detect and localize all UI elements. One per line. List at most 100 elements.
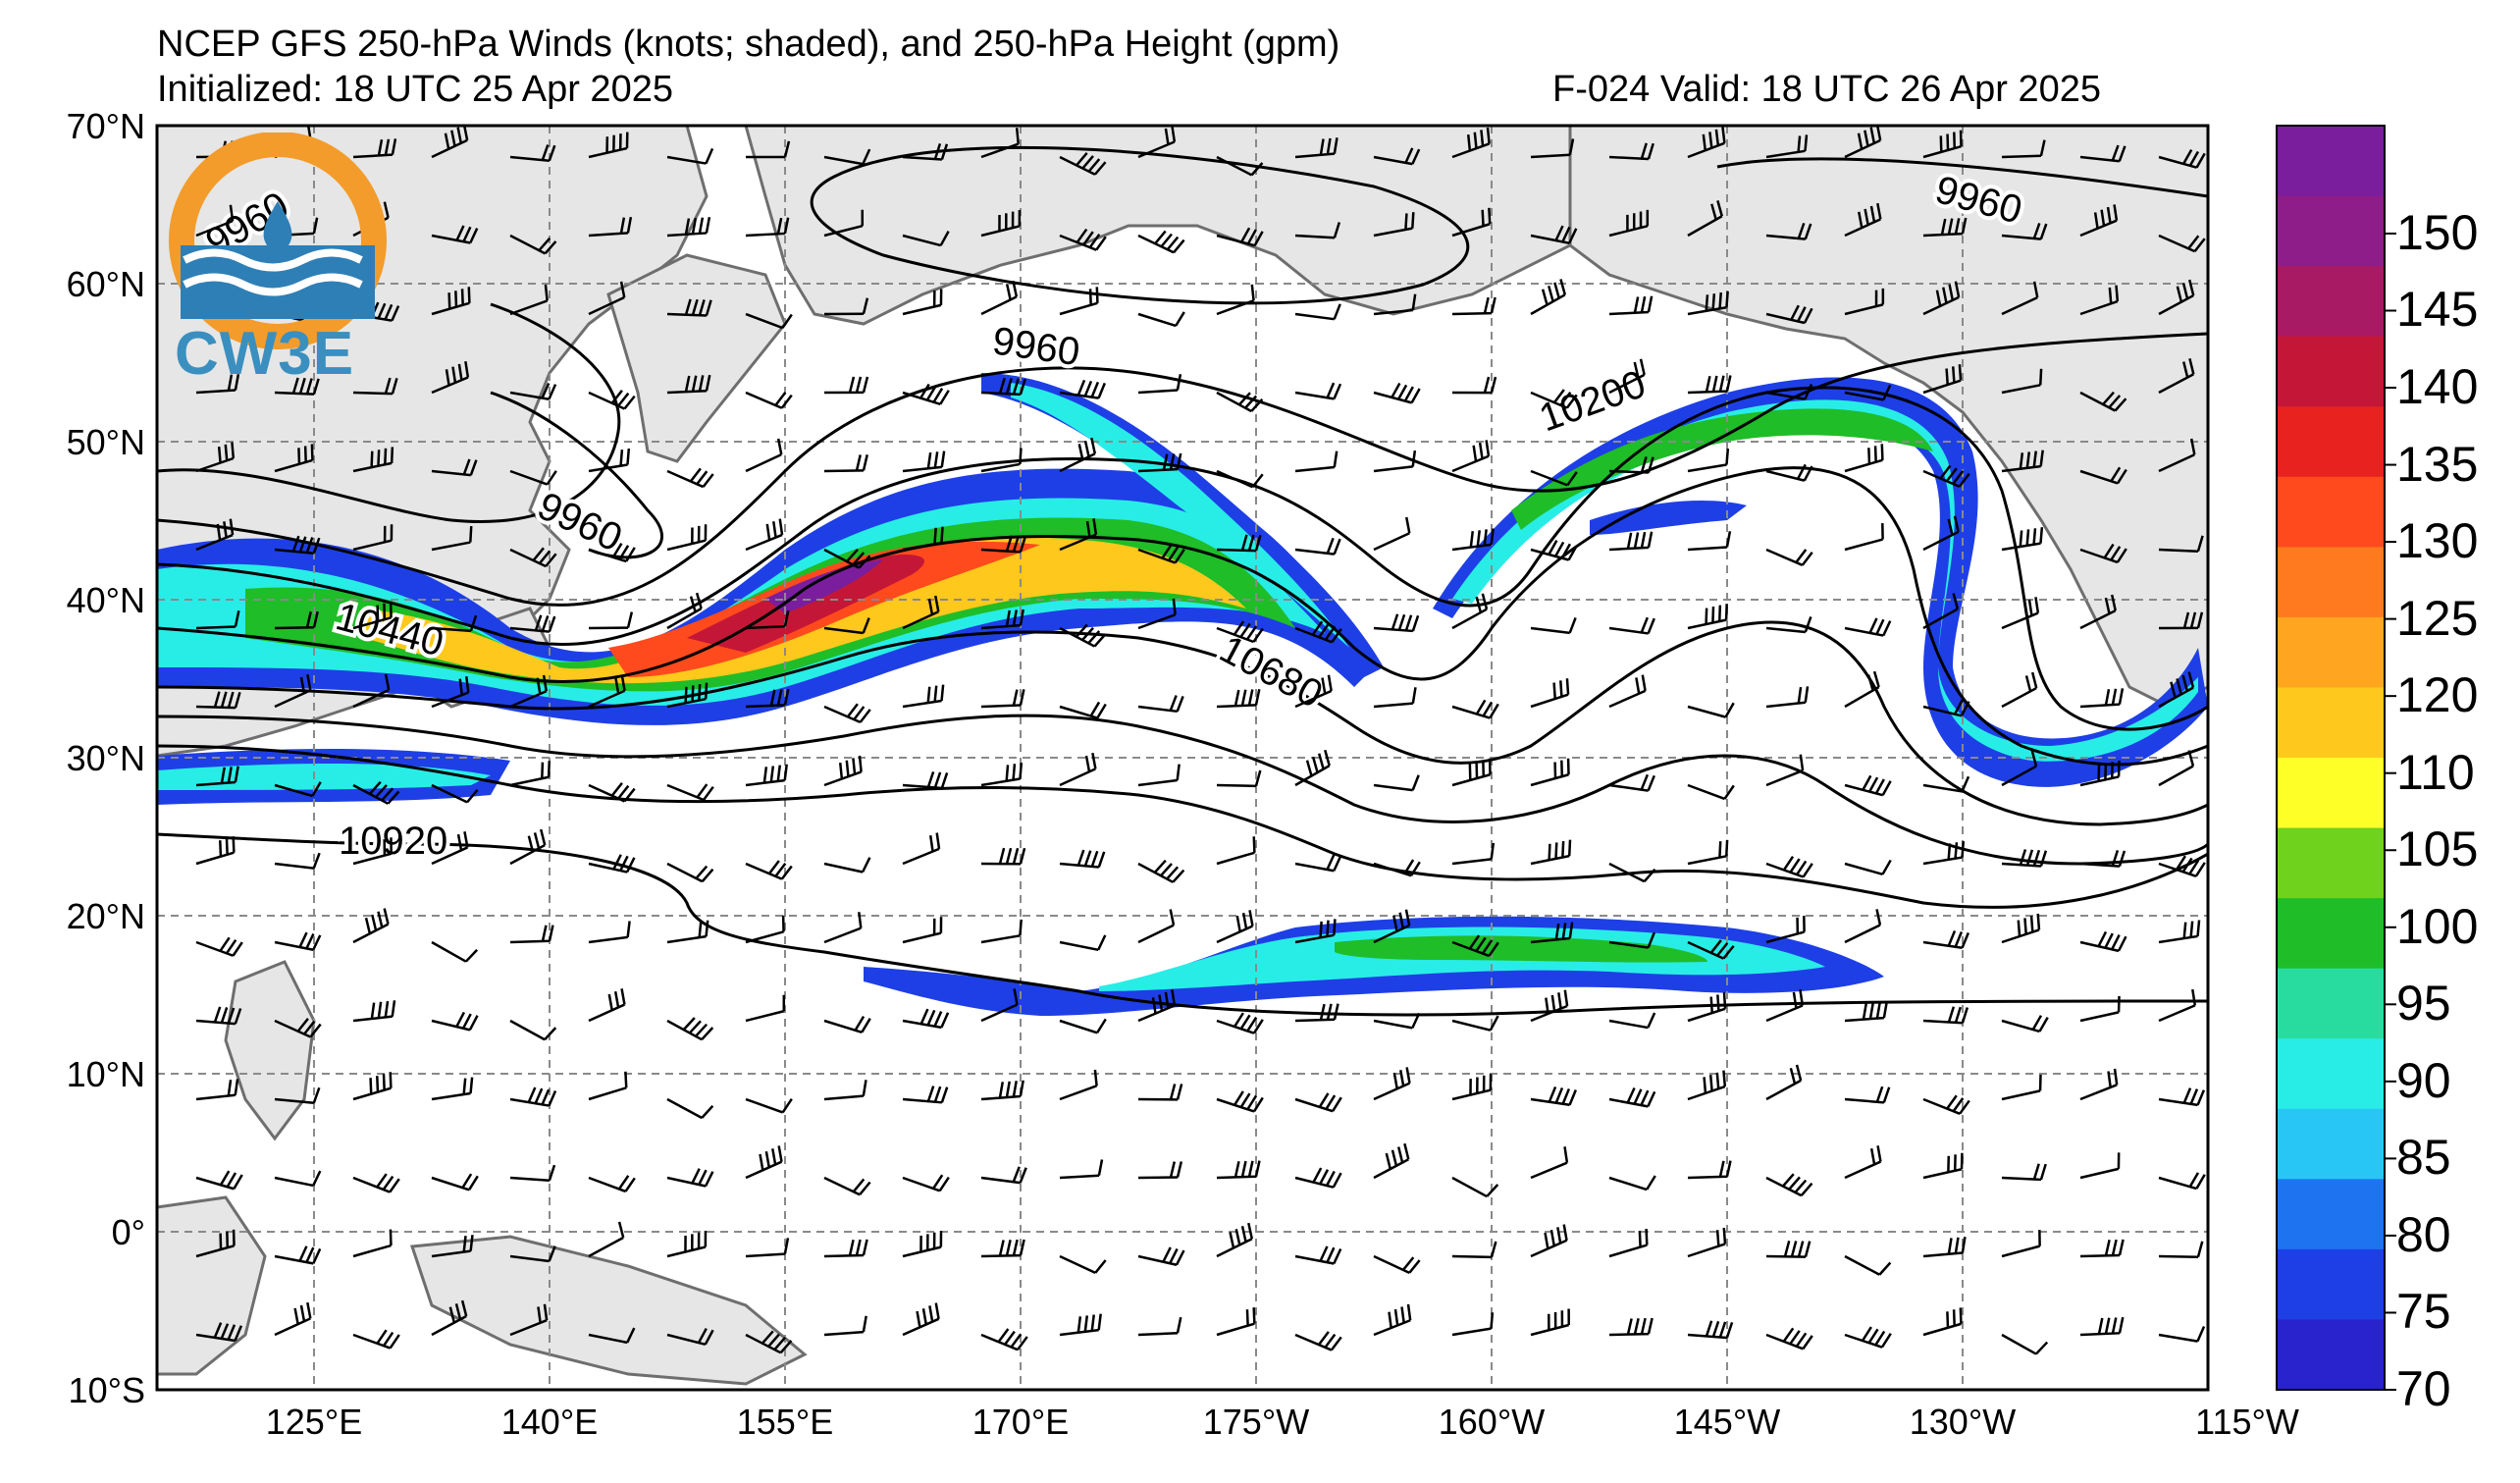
wind-barb (1530, 839, 1572, 866)
colorbar-swatch (2277, 616, 2385, 688)
wind-barb (823, 548, 871, 569)
wind-barb (902, 230, 950, 247)
wind-barb (902, 289, 943, 316)
wind-barb (745, 1330, 793, 1354)
wind-barb (2001, 223, 2048, 240)
wind-barb (1530, 225, 1578, 244)
wind-barb (1608, 862, 1656, 883)
wind-barb (745, 518, 784, 552)
wind-barb (1451, 699, 1499, 719)
wind-barb (1216, 910, 1254, 944)
wind-barb (1765, 548, 1813, 566)
wind-barb (2001, 139, 2046, 159)
wind-barb (980, 377, 1026, 397)
wind-barb (1687, 702, 1735, 718)
wind-barb (1373, 859, 1421, 877)
wind-barb (745, 1238, 790, 1258)
wind-barb (1922, 281, 1961, 316)
wind-barb (980, 128, 1020, 159)
wind-barb (431, 1299, 468, 1337)
colorbar-swatch (2277, 476, 2385, 548)
wind-barb (2158, 1326, 2206, 1343)
longitude-label: 145°W (1673, 1402, 1781, 1442)
wind-barb (1765, 134, 1809, 159)
colorbar-swatch (2277, 195, 2385, 267)
wind-barb (1765, 856, 1813, 878)
wind-barb (1451, 440, 1491, 473)
wind-barb (745, 688, 790, 709)
wind-barb (2079, 391, 2127, 412)
wind-barb (1608, 209, 1650, 238)
wind-barb (2001, 597, 2040, 630)
wind-barb (1059, 287, 1099, 316)
wind-barb (980, 762, 1024, 787)
wind-barb (2079, 760, 2121, 787)
wind-barb (2158, 234, 2206, 253)
wind-barb (666, 216, 711, 238)
wind-barb (1059, 1018, 1107, 1034)
wind-barb (745, 438, 783, 473)
wind-barb (1844, 909, 1882, 944)
wind-barb (1608, 1229, 1649, 1258)
wind-barb (980, 919, 1023, 944)
wind-barb (1137, 452, 1182, 473)
wind-barb (823, 1239, 868, 1258)
wind-barb (1530, 758, 1570, 787)
wind-barb (1137, 988, 1177, 1023)
wind-barb (1059, 379, 1106, 399)
wind-barb (2079, 543, 2127, 564)
jet-subtrop-west-cyan (157, 764, 491, 790)
wind-barb (980, 1080, 1024, 1101)
wind-barb (1137, 374, 1182, 395)
wind-barb (195, 1229, 236, 1258)
colorbar-label: 105 (2396, 821, 2479, 877)
wind-barb (666, 783, 714, 802)
wind-barb (1373, 516, 1411, 552)
wind-barb (1373, 212, 1415, 238)
wind-barb (745, 312, 793, 330)
wind-barb (1530, 1086, 1577, 1106)
wind-barb (1922, 1152, 1964, 1180)
wind-barb (1608, 1086, 1656, 1108)
wind-barb (1844, 1086, 1891, 1104)
wind-barb (1137, 695, 1184, 714)
wind-barb (1844, 444, 1884, 473)
wind-barb (902, 1231, 943, 1258)
wind-barb (588, 543, 636, 563)
wind-barb (509, 234, 557, 255)
wind-barb (352, 1000, 396, 1023)
wind-barb (509, 1245, 556, 1263)
colorbar-label: 85 (2396, 1130, 2451, 1186)
colorbar-swatch (2277, 1108, 2385, 1180)
wind-barb (588, 448, 631, 473)
longitude-label: 160°W (1438, 1402, 1546, 1442)
wind-barb (1451, 593, 1489, 630)
wind-barb (666, 374, 711, 395)
wind-barb (274, 1301, 312, 1337)
wind-barb (1294, 1331, 1342, 1351)
wind-barb (1765, 384, 1813, 400)
wind-barb (1765, 222, 1812, 240)
wind-barb (1922, 841, 1966, 866)
wind-barb (1530, 989, 1569, 1023)
wind-barb (2158, 438, 2196, 473)
wind-barb (1765, 1327, 1813, 1351)
logo-drop-icon (263, 201, 292, 255)
wind-barb (1530, 616, 1577, 635)
jet-gulf-arc-green (1511, 408, 1933, 530)
colorbar-label: 100 (2396, 898, 2479, 954)
wind-barb (1844, 523, 1884, 552)
wind-barb (195, 1322, 243, 1343)
latitude-label: 10°N (66, 1054, 145, 1094)
wind-barb (1294, 1167, 1342, 1189)
wind-barb (2158, 149, 2206, 169)
wind-barb (1294, 1092, 1342, 1113)
wind-barb (2079, 594, 2117, 630)
wind-barb (2079, 1068, 2119, 1101)
wind-barb (509, 1086, 557, 1107)
wind-barb (1765, 754, 1805, 787)
wind-barb (1373, 1142, 1410, 1180)
wind-barb (352, 447, 394, 473)
wind-barb (509, 382, 557, 400)
wind-barb (666, 1097, 714, 1120)
